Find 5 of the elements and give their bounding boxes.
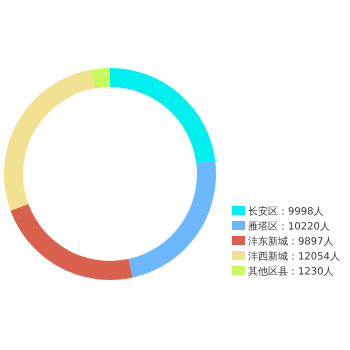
legend-label: 雁塔区：10220人 — [248, 220, 330, 232]
legend-label: 沣东新城：9897人 — [248, 236, 334, 248]
legend-label: 长安区：9998人 — [248, 206, 324, 218]
legend-label: 其他区县：1230人 — [248, 266, 334, 278]
legend-label: 沣西新城：12054人 — [248, 250, 340, 262]
